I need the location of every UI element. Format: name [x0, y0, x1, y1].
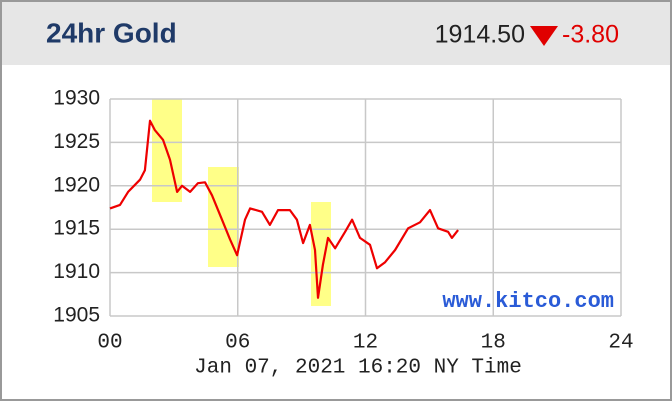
x-tick-label: 00 — [97, 332, 122, 355]
title: 24hr Gold — [46, 17, 177, 48]
y-tick-label: 1930 — [53, 87, 100, 110]
down-arrow — [530, 26, 558, 46]
change: -3.80 — [562, 21, 619, 49]
highlight — [311, 202, 331, 306]
watermark: www.kitco.com — [442, 289, 614, 314]
highlight — [208, 167, 239, 267]
x-tick-label: 12 — [353, 332, 378, 355]
y-tick-label: 1910 — [53, 260, 100, 283]
y-tick-label: 1915 — [53, 217, 100, 240]
price: 1914.50 — [435, 21, 525, 49]
header-bar — [2, 2, 670, 65]
y-tick-label: 1905 — [53, 304, 100, 327]
y-tick-label: 1925 — [53, 130, 100, 153]
price-line — [109, 119, 459, 299]
x-tick-label: 06 — [225, 332, 250, 355]
y-tick-label: 1920 — [53, 173, 100, 196]
x-tick-label: 18 — [481, 332, 506, 355]
x-axis-label: Jan 07, 2021 16:20 NY Time — [194, 357, 522, 380]
x-tick-label: 24 — [608, 332, 633, 355]
